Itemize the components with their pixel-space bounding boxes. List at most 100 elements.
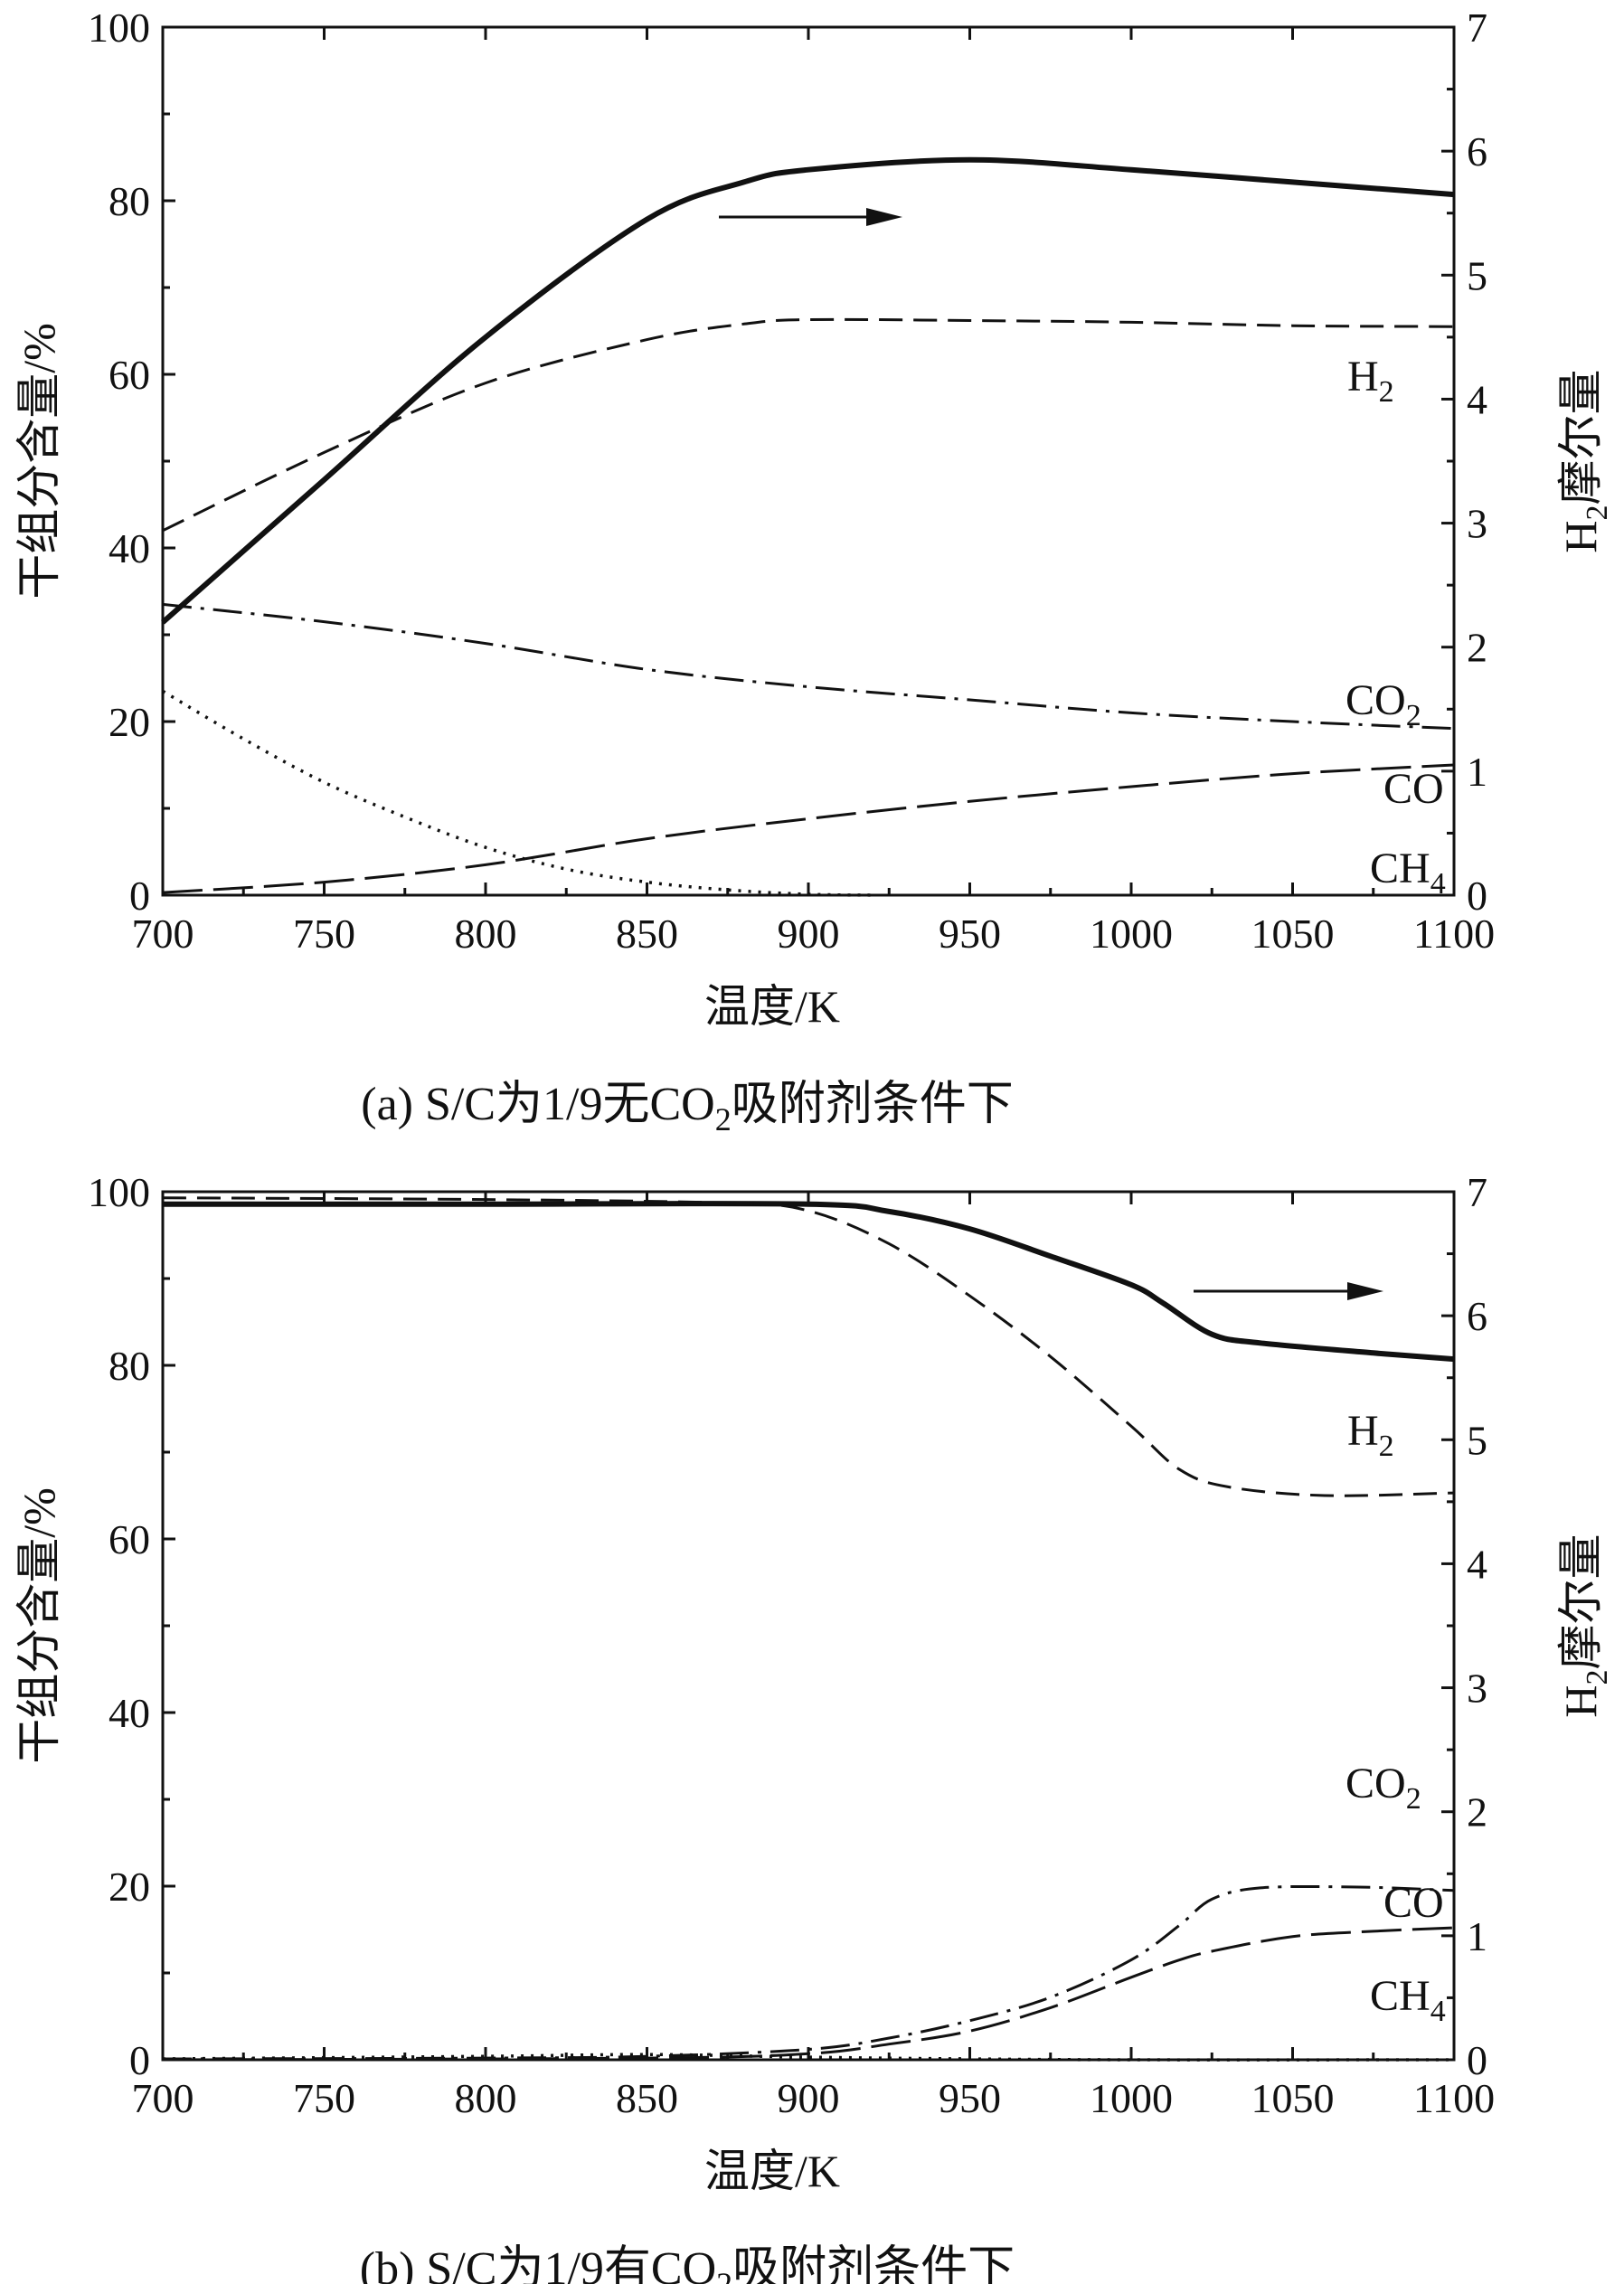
series-co-line [162,1926,1455,2062]
series-label-co-main: CO [1383,765,1444,813]
x-tick-label: 850 [616,911,678,957]
series-co2-line [162,602,1455,731]
y2-axis-label-sub: 2 [1581,505,1614,520]
x-tick-label: 800 [455,2075,517,2121]
x-tick-label: 1000 [1090,911,1173,957]
panel-caption: (a) S/C为1/9无CO2吸附剂条件下 [361,1079,1013,1137]
y2-tick-label: 4 [1467,376,1487,422]
series-label-co2-main: CO [1345,1760,1406,1807]
x-tick-label: 700 [132,2075,194,2121]
series-label-h2-main: H [1347,1407,1379,1455]
series-label-ch4-sub: 4 [1430,1995,1446,2028]
y-tick-label: 60 [109,1516,150,1562]
panel-caption-prefix: (b) S/C为1/9有CO [360,2243,716,2284]
x-axis-label: 温度/K [704,2146,840,2196]
y2-tick-label: 3 [1467,501,1487,547]
series-label-h2: H2 [1347,1407,1394,1463]
y2-tick-label: 2 [1467,1789,1487,1836]
y2-axis-label-sub: 2 [1581,1669,1614,1685]
series-label-ch4: CH4 [1370,1972,1446,2028]
y-tick-label: 60 [109,352,150,398]
series-h2-moles-line [161,156,1455,625]
arrow-head-icon [866,208,902,226]
y2-axis-label-rest: 摩尔量 [1555,369,1606,505]
series-label-co2-main: CO [1345,676,1406,724]
y-tick-label: 0 [129,2037,150,2083]
series-label-co2-sub: 2 [1406,1782,1421,1816]
y2-tick-label: 4 [1467,1541,1487,1587]
y2-tick-label: 5 [1467,252,1487,298]
x-tick-label: 850 [616,2075,678,2121]
series-label-h2-sub: 2 [1379,375,1394,409]
series-ch4-line [162,2053,1455,2062]
y-tick-label: 20 [109,1864,150,1910]
x-tick-label: 950 [939,2075,1001,2121]
series-h2-line [162,1196,1455,1497]
y2-tick-label: 6 [1467,1293,1487,1339]
series-label-h2-main: H [1347,353,1379,401]
y2-axis-label: H2摩尔量 [1555,1534,1614,1717]
x-tick-label: 700 [132,911,194,957]
panel-caption-suffix: 吸附剂条件下 [732,2243,1015,2284]
series-label-co: CO [1383,765,1444,813]
x-tick-label: 1050 [1251,2075,1335,2121]
x-tick-label: 1100 [1413,2075,1495,2121]
y-axis-label: 干组分含量/% [14,1487,64,1764]
series-label-co2: CO2 [1345,1760,1421,1816]
y-tick-label: 0 [129,873,150,919]
series-label-co: CO [1383,1879,1444,1927]
panel-caption-suffix: 吸附剂条件下 [732,1079,1014,1130]
x-tick-label: 1100 [1413,911,1495,957]
x-tick-label: 750 [293,911,355,957]
x-tick-label: 800 [455,911,517,957]
y2-axis-label-rest: 摩尔量 [1555,1534,1606,1669]
y2-tick-label: 0 [1467,873,1487,919]
series-co-line [162,763,1455,894]
x-tick-label: 1000 [1090,2075,1173,2121]
x-tick-label: 750 [293,2075,355,2121]
y2-axis-label-main: H [1555,1685,1606,1717]
panel-caption: (b) S/C为1/9有CO2吸附剂条件下 [360,2243,1015,2284]
series-label-co-main: CO [1383,1879,1444,1927]
arrow-head-icon [1347,1282,1383,1300]
y2-tick-label: 6 [1467,128,1487,175]
x-tick-label: 950 [939,911,1001,957]
panel-caption-sub: 2 [715,1101,732,1137]
series-label-ch4: CH4 [1370,845,1446,901]
chart-panel-b: 700 750 800 850 900 950 1000 1050 11000204060801… [14,1169,1614,2284]
series-ch4-line [162,689,873,897]
series-label-ch4-main: CH [1370,845,1430,892]
x-tick-label: 900 [778,2075,840,2121]
y2-tick-label: 1 [1467,1913,1487,1959]
x-tick-label: 1050 [1251,911,1335,957]
y2-axis-label: H2摩尔量 [1555,369,1614,552]
y-tick-label: 80 [109,1343,150,1389]
series-label-h2: H2 [1347,353,1394,409]
series-label-co2-sub: 2 [1406,699,1421,732]
panel-caption-prefix: (a) S/C为1/9无CO [361,1079,714,1130]
y-tick-label: 80 [109,178,150,224]
x-tick-label: 900 [778,911,840,957]
series-label-h2-sub: 2 [1379,1430,1394,1463]
panel-caption-sub: 2 [716,2266,732,2284]
y2-tick-label: 3 [1467,1666,1487,1712]
x-axis-label: 温度/K [704,981,840,1032]
y2-tick-label: 1 [1467,749,1487,795]
y2-tick-label: 7 [1467,5,1487,51]
series-label-ch4-sub: 4 [1430,867,1446,901]
y-tick-label: 100 [88,5,150,51]
y-axis-label: 干组分含量/% [14,323,64,599]
y-tick-label: 40 [109,525,150,571]
series-label-co2: CO2 [1345,676,1421,732]
y-tick-label: 20 [109,699,150,745]
y-tick-label: 100 [88,1169,150,1215]
series-h2-line [162,317,1455,533]
y2-tick-label: 0 [1467,2037,1487,2083]
y2-tick-label: 2 [1467,625,1487,671]
y2-axis-label-main: H [1555,520,1606,552]
chart-panel-a: 700 750 800 850 900 950 1000 1050 11000204060801… [14,5,1614,1137]
y-tick-label: 40 [109,1690,150,1736]
series-co2-line [162,1884,1455,2061]
series-label-ch4-main: CH [1370,1972,1430,2020]
